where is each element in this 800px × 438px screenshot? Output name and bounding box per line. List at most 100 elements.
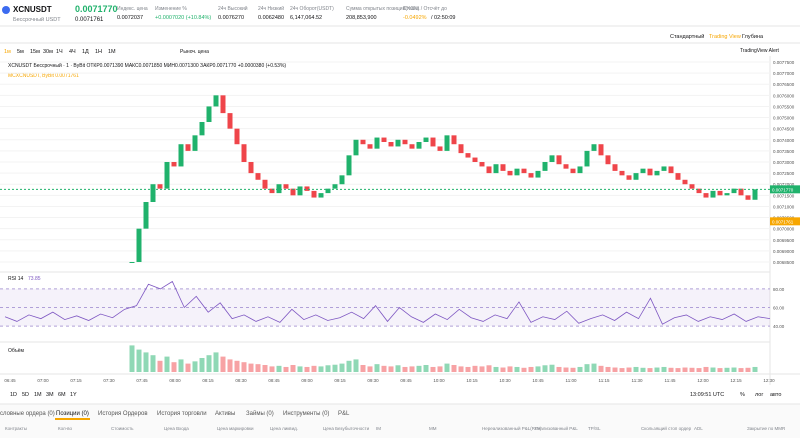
- volume-bar: [689, 367, 695, 372]
- candle: [143, 202, 149, 229]
- interval-button[interactable]: 1Ч: [56, 49, 63, 55]
- range-button[interactable]: 1Y: [70, 392, 77, 398]
- volume-bar: [360, 365, 366, 372]
- interval-button[interactable]: 1Н: [95, 49, 102, 55]
- candle: [654, 170, 660, 176]
- view-button[interactable]: Глубина: [742, 34, 764, 40]
- volume-bar: [493, 366, 499, 372]
- y-tick-label: 0.0074000: [773, 138, 795, 143]
- candle: [192, 135, 198, 151]
- interval-button[interactable]: 1м: [4, 49, 11, 55]
- x-tick-label: 08:15: [202, 378, 214, 383]
- candle: [283, 184, 289, 189]
- view-button[interactable]: Trading View: [709, 34, 741, 40]
- tab[interactable]: P&L: [338, 411, 350, 417]
- price-type[interactable]: Рыноч. цена: [180, 49, 209, 55]
- interval-button[interactable]: 15м: [30, 49, 40, 55]
- x-tick-label: 10:45: [532, 378, 544, 383]
- scale-option[interactable]: авто: [770, 392, 781, 398]
- rsi-tick-label: 40.00: [773, 324, 785, 329]
- candle: [535, 170, 541, 178]
- volume-bar: [598, 365, 604, 372]
- candle: [682, 179, 688, 185]
- symbol[interactable]: XCNUSDT: [13, 5, 52, 14]
- candle: [563, 164, 569, 169]
- interval-button[interactable]: 30м: [43, 49, 53, 55]
- stat-value: 6,147,064.52: [290, 15, 322, 21]
- column-header: Цена Безубыточности: [323, 426, 370, 431]
- candle: [598, 144, 604, 156]
- candle: [451, 135, 457, 145]
- volume-bar: [157, 360, 163, 372]
- candle: [318, 193, 324, 198]
- range-button[interactable]: 5D: [22, 392, 29, 398]
- candle: [731, 188, 737, 194]
- volume-bar: [563, 367, 569, 372]
- x-tick-label: 07:45: [136, 378, 148, 383]
- tab[interactable]: Позиции (0): [56, 411, 89, 417]
- range-button[interactable]: 1M: [34, 392, 42, 398]
- tab[interactable]: Инструменты (0): [283, 411, 329, 417]
- candle: [738, 188, 744, 196]
- candle: [458, 144, 464, 154]
- range-button[interactable]: 1D: [10, 392, 17, 398]
- candle: [549, 155, 555, 162]
- scale-option[interactable]: %: [740, 392, 745, 398]
- volume-bar: [395, 365, 401, 372]
- volume-bar: [353, 359, 359, 372]
- x-tick-label: 12:30: [763, 378, 775, 383]
- stat-label: 24ч Высокий: [218, 5, 248, 12]
- rsi-tick-label: 80.00: [773, 287, 785, 292]
- volume-bar: [269, 366, 275, 372]
- stat-label: Сумма открытых позиций(XCN): [346, 5, 420, 12]
- volume-bar: [626, 367, 632, 372]
- mark-price-label: 0.0071761: [772, 219, 794, 224]
- range-button[interactable]: 6M: [58, 392, 66, 398]
- candle: [528, 173, 534, 178]
- candle: [402, 139, 408, 145]
- volume-bar: [276, 365, 282, 372]
- view-button[interactable]: Стандартный: [670, 33, 704, 40]
- candle: [157, 184, 163, 189]
- coin-icon: [2, 6, 10, 14]
- tab[interactable]: Активы: [215, 411, 235, 417]
- scale-option[interactable]: лог: [755, 392, 763, 398]
- candle: [213, 95, 219, 107]
- candle: [360, 139, 366, 145]
- volume-bar: [332, 364, 338, 372]
- y-tick-label: 0.0070000: [773, 227, 795, 232]
- y-tick-label: 0.0072500: [773, 171, 795, 176]
- y-tick-label: 0.0075000: [773, 116, 795, 121]
- volume-bar: [619, 368, 625, 372]
- volume-bar: [374, 364, 380, 372]
- volume-bar: [633, 366, 639, 372]
- volume-bar: [339, 363, 345, 372]
- interval-button[interactable]: 5м: [17, 49, 24, 55]
- interval-button[interactable]: 1Д: [82, 49, 89, 55]
- candle: [556, 155, 562, 165]
- tab[interactable]: История Ордеров: [98, 411, 148, 417]
- volume-bar: [605, 366, 611, 372]
- candle: [388, 142, 394, 147]
- candle: [395, 139, 401, 147]
- volume-bar: [717, 368, 723, 372]
- last-price-tag: [770, 185, 800, 194]
- interval-button[interactable]: 1М: [108, 49, 116, 55]
- alert-button[interactable]: TradingView Alert: [740, 48, 780, 54]
- stat-label: 24ч Низкий: [258, 5, 284, 12]
- tab[interactable]: словные ордера (0): [0, 411, 55, 417]
- column-header: Цена ликвид.: [270, 426, 298, 431]
- x-tick-label: 08:00: [169, 378, 181, 383]
- range-button[interactable]: 3M: [46, 392, 54, 398]
- tab[interactable]: История торговли: [157, 411, 207, 417]
- x-tick-label: 09:00: [301, 378, 313, 383]
- tab[interactable]: Займы (0): [246, 410, 274, 417]
- last-price: 0.0071770: [75, 4, 118, 14]
- candle: [591, 144, 597, 151]
- interval-button[interactable]: 4Ч: [69, 49, 76, 55]
- candle: [703, 193, 709, 198]
- volume-bar: [479, 366, 485, 372]
- candle: [521, 168, 527, 174]
- volume-bar: [206, 355, 212, 372]
- candle: [241, 144, 247, 162]
